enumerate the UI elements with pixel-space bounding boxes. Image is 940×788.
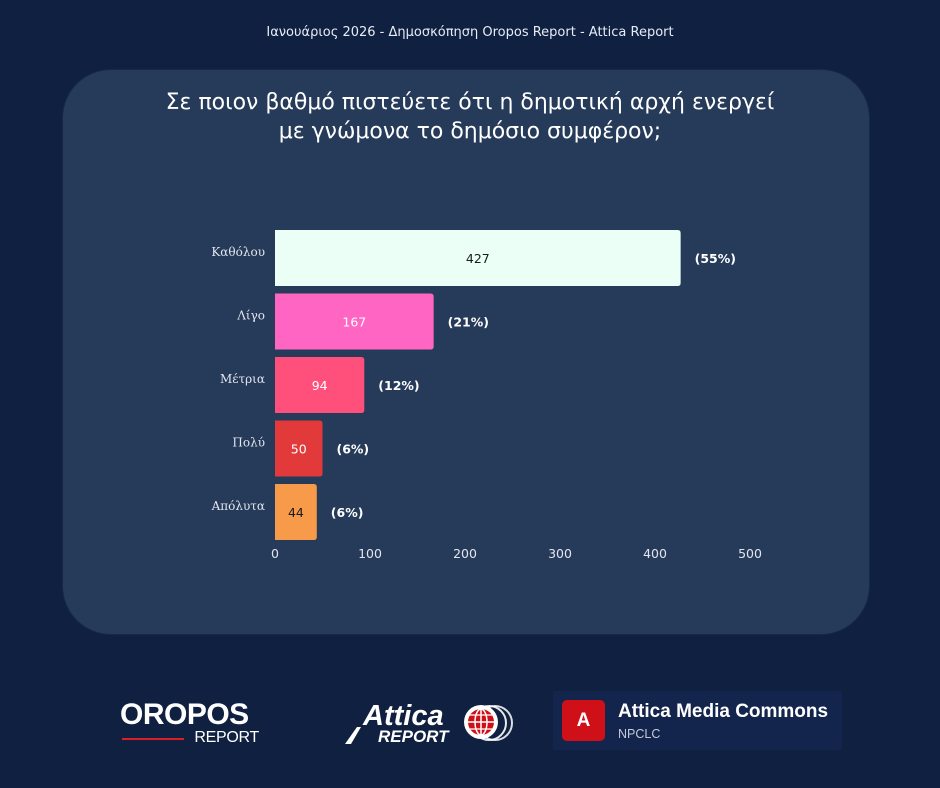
- oropos-report-logo: OROPOS REPORT: [120, 700, 265, 748]
- x-tick-label: 0: [271, 546, 279, 561]
- x-tick-label: 400: [643, 546, 667, 561]
- x-tick-label: 200: [453, 546, 477, 561]
- oropos-logo-line: [122, 738, 184, 740]
- bar: [275, 357, 365, 413]
- attica-logo-sub: REPORT: [378, 727, 450, 746]
- oropos-logo-report: REPORT: [194, 729, 259, 746]
- category-label: Καθόλου: [211, 245, 265, 259]
- oropos-logo-sub: REPORT: [120, 729, 262, 746]
- attica-logo-globe-icon: [464, 705, 513, 741]
- percent-label: (6%): [331, 505, 364, 520]
- attica-logo-word: Attica: [362, 700, 444, 732]
- category-label: Πολύ: [232, 436, 265, 450]
- bar: [275, 420, 323, 477]
- chart-card: [63, 70, 869, 634]
- value-label: 94: [312, 378, 328, 393]
- value-label: 44: [288, 505, 304, 520]
- attica-logo-swoosh: [345, 727, 361, 744]
- value-label: 167: [342, 315, 366, 330]
- x-tick-label: 300: [548, 546, 572, 561]
- percent-label: (12%): [378, 378, 419, 393]
- percent-label: (55%): [695, 251, 736, 266]
- amc-subtitle: NPCLC: [618, 727, 661, 741]
- category-label: Λίγο: [236, 309, 265, 323]
- category-label: Απόλυτα: [211, 499, 265, 513]
- x-tick-label: 500: [738, 546, 762, 561]
- chart-question: Σε ποιον βαθμό πιστεύετε ότι η δημοτική …: [165, 90, 775, 144]
- bar: [275, 230, 681, 286]
- bar: [275, 293, 434, 350]
- oropos-logo-word: OROPOS: [120, 698, 249, 731]
- amc-title: Attica Media Commons: [618, 701, 829, 722]
- percent-label: (6%): [337, 442, 370, 457]
- value-label: 427: [466, 251, 490, 266]
- value-label: 50: [291, 442, 307, 457]
- survey-header: Ιανουάριος 2026 - Δημοσκόπηση Oropos Rep…: [266, 25, 674, 40]
- x-tick-label: 100: [358, 546, 382, 561]
- percent-label: (21%): [448, 315, 489, 330]
- bar: [275, 484, 317, 540]
- attica-report-logo: Attica REPORT: [345, 700, 513, 746]
- attica-media-commons-logo: A Attica Media Commons NPCLC: [553, 691, 842, 750]
- category-label: Μέτρια: [220, 372, 265, 386]
- amc-badge-icon: A: [562, 700, 605, 741]
